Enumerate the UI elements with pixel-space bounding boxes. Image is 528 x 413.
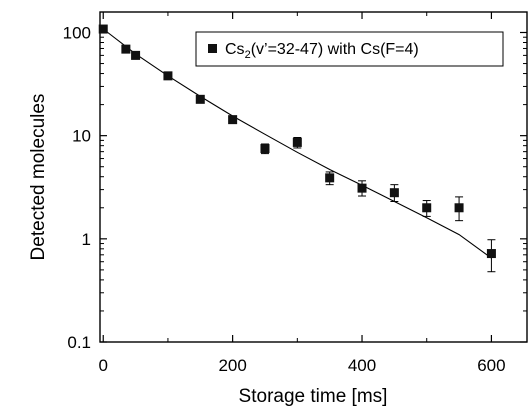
data-point: [98, 24, 108, 34]
data-point: [195, 94, 205, 104]
x-tick-label: 400: [348, 356, 376, 375]
data-point: [292, 137, 302, 147]
data-point: [163, 71, 173, 81]
x-axis-label: Storage time [ms]: [239, 386, 388, 407]
data-point: [228, 115, 238, 125]
data-point: [389, 188, 399, 198]
y-tick-label: 0.1: [67, 333, 91, 352]
y-axis-label: Detected molecules: [28, 94, 49, 261]
legend-box: [195, 31, 504, 67]
legend-label: Cs2(v’=32-47) with Cs(F=4): [225, 41, 419, 61]
data-point: [422, 203, 432, 213]
y-tick-label: 1: [82, 230, 91, 249]
x-tick-label: 200: [218, 356, 246, 375]
legend-label-rest: (v’=32-47) with Cs(F=4): [251, 41, 419, 58]
axis-ticks: [100, 12, 527, 343]
data-point: [260, 144, 270, 154]
data-point: [357, 183, 367, 193]
legend: Cs2(v’=32-47) with Cs(F=4): [195, 31, 504, 67]
y-tick-label: 100: [63, 23, 91, 42]
tick-labels-group: 0 200 400 600 0.1 1 10 100: [63, 23, 506, 375]
data-points-group: [98, 24, 496, 273]
x-tick-label: 0: [99, 356, 108, 375]
y-tick-label: 10: [72, 127, 91, 146]
legend-label-subscript: 2: [245, 49, 251, 61]
data-point: [121, 44, 131, 54]
x-tick-label: 600: [477, 356, 505, 375]
data-point: [486, 249, 496, 259]
legend-label-main: Cs: [225, 41, 245, 58]
data-point: [131, 50, 141, 60]
data-point: [325, 173, 335, 183]
data-point: [454, 203, 464, 213]
legend-marker-icon: [208, 44, 217, 53]
